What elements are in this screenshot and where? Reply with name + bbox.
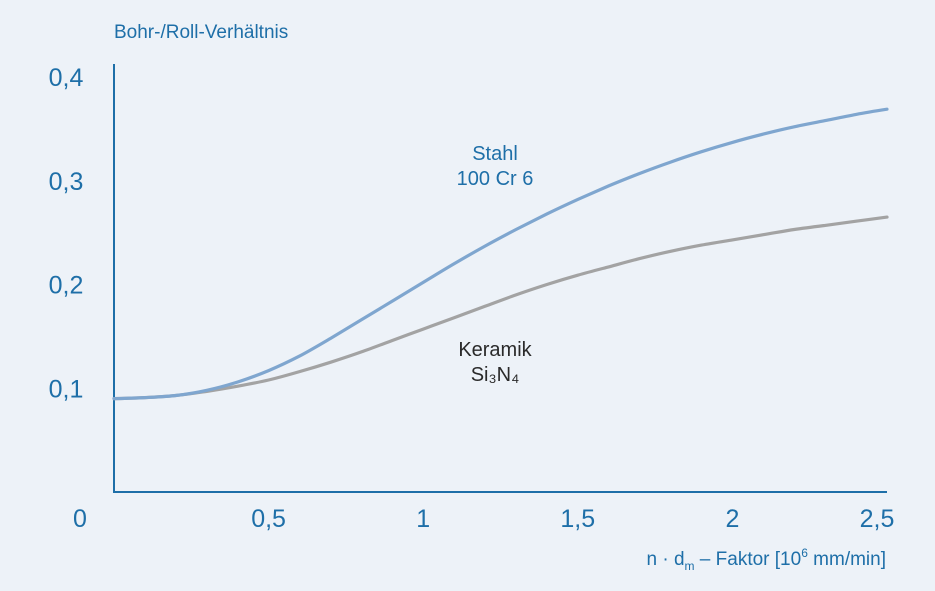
y-tick-labels: 0,1 0,2 0,3 0,4	[49, 64, 84, 403]
x-tick-label: 1,5	[560, 505, 595, 533]
y-tick-label: 0,2	[49, 272, 84, 300]
series-label-steel: 100 Cr 6	[457, 168, 534, 190]
series-label-ceramic: Si₃N₄	[471, 364, 520, 386]
y-axis-title: Bohr-/Roll-Verhältnis	[114, 22, 288, 43]
x-axis-title-middle: – Faktor [10	[695, 549, 802, 570]
x-axis-title-suffix: mm/min]	[808, 549, 886, 570]
x-axis-title-prefix: n · d	[647, 549, 685, 570]
y-tick-label: 0,3	[49, 168, 84, 196]
x-tick-labels: 0,5 1 1,5 2 2,5	[251, 505, 894, 533]
x-axis-title-subscript: m	[685, 559, 695, 573]
series-lines	[112, 107, 889, 401]
series-label-steel: Stahl	[472, 143, 518, 165]
x-tick-label: 2	[725, 505, 739, 533]
series-line-steel	[112, 107, 889, 401]
series-label-ceramic: Keramik	[458, 339, 532, 361]
y-tick-label: 0,1	[49, 375, 84, 403]
x-tick-label: 0,5	[251, 505, 286, 533]
y-tick-label: 0,4	[49, 64, 84, 92]
x-axis-title: n · dm – Faktor [106 mm/min]	[647, 546, 887, 573]
series-line-ceramic	[112, 215, 889, 401]
x-tick-label: 1	[416, 505, 430, 533]
x-tick-label: 2,5	[860, 505, 895, 533]
series-labels: Stahl 100 Cr 6 Keramik Si₃N₄	[457, 143, 534, 386]
x-axis-title-superscript: 6	[801, 546, 808, 560]
origin-tick-label: 0	[73, 505, 87, 533]
